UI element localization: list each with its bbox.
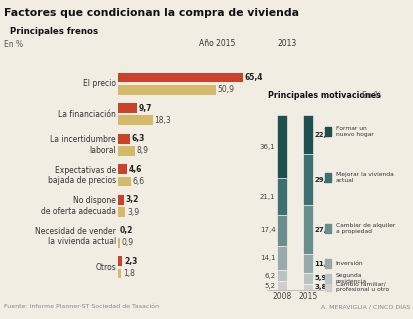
Bar <box>324 127 330 136</box>
Text: 0,9: 0,9 <box>121 238 133 247</box>
Text: No dispone
de oferta adecuada: No dispone de oferta adecuada <box>41 197 116 216</box>
Text: Cambio familiar/
profesional u otro: Cambio familiar/ profesional u otro <box>335 282 388 292</box>
Text: Mejorar la vivienda
actual: Mejorar la vivienda actual <box>335 172 392 183</box>
Bar <box>118 195 124 205</box>
Bar <box>276 115 286 178</box>
Bar <box>324 224 330 233</box>
Text: Principales frenos: Principales frenos <box>10 27 98 36</box>
Text: 2,3: 2,3 <box>123 257 137 266</box>
Bar <box>118 146 135 156</box>
Text: 18,3: 18,3 <box>154 116 171 125</box>
Bar <box>302 254 313 273</box>
Bar <box>118 85 215 95</box>
Text: 3,9: 3,9 <box>127 208 139 217</box>
Bar <box>118 177 131 187</box>
Text: Inversión: Inversión <box>335 261 363 266</box>
Text: 14,1: 14,1 <box>259 255 275 261</box>
Text: La incertidumbre
laboral: La incertidumbre laboral <box>50 135 116 154</box>
Text: Año 2015: Año 2015 <box>198 39 235 48</box>
Text: 8,9: 8,9 <box>136 146 148 155</box>
Bar <box>302 205 313 254</box>
Text: Necesidad de vender
la vivienda actual: Necesidad de vender la vivienda actual <box>35 227 116 246</box>
Text: 3,2: 3,2 <box>126 196 139 204</box>
Text: 1,8: 1,8 <box>123 269 135 278</box>
Text: Cambiar de alquiler
a propiedad: Cambiar de alquiler a propiedad <box>335 223 394 234</box>
Bar <box>118 115 153 125</box>
Text: 11,0: 11,0 <box>313 261 331 267</box>
Text: En %: En % <box>4 40 23 49</box>
Text: Expectativas de
bajada de precios: Expectativas de bajada de precios <box>47 166 116 185</box>
Text: 4,6: 4,6 <box>128 165 141 174</box>
Bar <box>276 178 286 215</box>
Text: 27,8: 27,8 <box>313 227 331 233</box>
Bar <box>302 284 313 290</box>
Bar <box>302 273 313 284</box>
Bar <box>324 282 330 291</box>
Bar <box>118 238 119 248</box>
Text: 6,6: 6,6 <box>132 177 144 186</box>
Text: Segunda
residencia: Segunda residencia <box>335 273 366 284</box>
Bar <box>118 269 121 278</box>
Text: 22,4: 22,4 <box>313 132 331 138</box>
Text: 2013: 2013 <box>277 39 296 48</box>
Text: 17,4: 17,4 <box>259 227 275 234</box>
Text: 21,1: 21,1 <box>259 194 275 200</box>
Bar <box>276 270 286 281</box>
Bar <box>118 164 126 174</box>
Text: 36,1: 36,1 <box>259 144 275 150</box>
Bar <box>118 72 243 82</box>
Text: Formar un
nuevo hogar: Formar un nuevo hogar <box>335 126 373 137</box>
Text: 50,9: 50,9 <box>217 85 234 94</box>
Bar <box>324 173 330 182</box>
Text: 65,4: 65,4 <box>244 73 263 82</box>
Bar <box>276 281 286 290</box>
Text: Otros: Otros <box>95 263 116 272</box>
Bar <box>302 115 313 154</box>
Text: 29,1: 29,1 <box>313 177 331 183</box>
Bar <box>302 154 313 205</box>
Bar <box>276 246 286 270</box>
Text: Fuente: Informe Planner-ST Sociedad de Tasación: Fuente: Informe Planner-ST Sociedad de T… <box>4 304 159 309</box>
Text: 5,9: 5,9 <box>313 276 326 281</box>
Text: El precio: El precio <box>83 79 116 88</box>
Text: A. MERAVIGLIA / CINCO DÍAS: A. MERAVIGLIA / CINCO DÍAS <box>320 304 409 309</box>
Bar <box>324 259 330 268</box>
Text: 9,7: 9,7 <box>138 104 151 113</box>
Bar <box>118 256 122 266</box>
Bar <box>118 207 125 217</box>
Text: 3,8: 3,8 <box>313 284 326 290</box>
Bar <box>324 274 330 283</box>
Text: Factores que condicionan la compra de vivienda: Factores que condicionan la compra de vi… <box>4 8 299 18</box>
Bar <box>276 215 286 246</box>
Bar <box>118 134 130 144</box>
Text: En %: En % <box>361 91 380 100</box>
Text: 6,3: 6,3 <box>131 134 145 143</box>
Text: 0,2: 0,2 <box>120 226 133 235</box>
Text: Principales motivaciones: Principales motivaciones <box>268 91 380 100</box>
Text: 6,2: 6,2 <box>264 273 275 279</box>
Bar <box>118 103 136 113</box>
Text: 5,2: 5,2 <box>264 283 275 289</box>
Text: La financiación: La financiación <box>58 110 116 119</box>
